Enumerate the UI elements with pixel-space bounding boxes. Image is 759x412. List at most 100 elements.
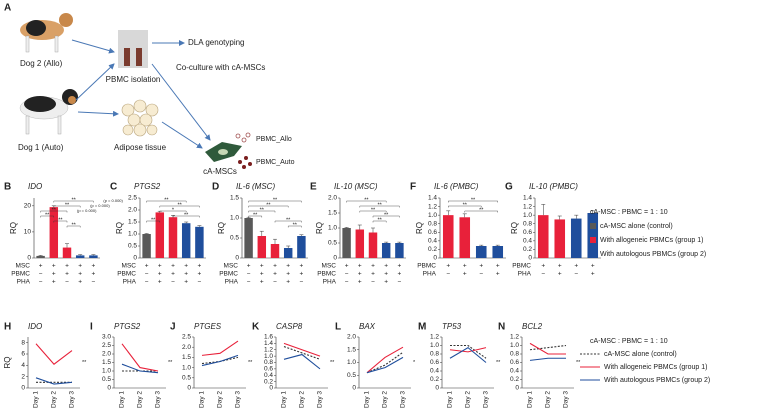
y-tick-label: 20 <box>24 203 32 210</box>
y-tick-label: 0.4 <box>428 238 437 245</box>
y-tick-label: 0 <box>27 255 31 262</box>
row-sign: + <box>52 271 56 278</box>
y-tick-label: 0.2 <box>510 376 519 383</box>
significance-bracket <box>372 215 400 218</box>
row-sign: − <box>300 279 304 286</box>
y-tick-label: 2.0 <box>102 351 111 358</box>
y-tick-label: 0 <box>133 255 137 262</box>
series-line <box>35 377 73 385</box>
x-tick-label: Day 2 <box>465 391 472 408</box>
row-sign: + <box>198 271 202 278</box>
row-sign: + <box>52 263 56 270</box>
chart-title: BAX <box>359 322 376 331</box>
arrow <box>161 121 203 149</box>
significance-bracket <box>53 220 68 223</box>
significance-bracket <box>146 220 160 223</box>
row-sign: + <box>398 263 402 270</box>
y-tick-label: 0.6 <box>264 366 273 373</box>
significance-label: ** <box>71 222 76 228</box>
row-sign: + <box>78 263 82 270</box>
y-tick-label: 0.5 <box>347 372 356 379</box>
significance-bracket <box>159 205 200 208</box>
significance-label: ** <box>253 212 258 218</box>
y-tick-label: 0.8 <box>428 220 437 227</box>
significance-label: ** <box>248 360 253 366</box>
y-tick-label: 2.5 <box>182 334 191 341</box>
bar <box>492 246 504 258</box>
row-sign: + <box>184 263 188 270</box>
significance-bracket <box>359 210 387 213</box>
row-sign: − <box>479 271 483 278</box>
significance-bracket <box>172 215 200 218</box>
bar <box>36 255 45 258</box>
panel-letter: C <box>110 182 117 193</box>
significance-bracket <box>248 200 302 203</box>
y-tick-label: 1.0 <box>102 368 111 375</box>
y-tick-label: 8 <box>21 339 25 346</box>
row-sign: + <box>446 263 450 270</box>
series-line <box>35 343 73 365</box>
y-tick-label: 1.0 <box>347 359 356 366</box>
x-tick-label: Day 2 <box>382 391 389 408</box>
msc-cell <box>205 132 252 169</box>
significance-label: ** <box>471 197 476 203</box>
row-sign: − <box>574 271 578 278</box>
significance-label: ** <box>576 360 581 366</box>
significance-bracket <box>448 200 498 203</box>
bar <box>342 228 351 258</box>
significance-label: ** <box>65 202 70 208</box>
row-sign: + <box>92 263 96 270</box>
y-tick-label: 1.5 <box>128 219 137 226</box>
series-line <box>529 357 566 361</box>
row-sign: − <box>247 279 251 286</box>
y-tick-label: 0.8 <box>264 359 273 366</box>
panel-letter: L <box>335 322 341 333</box>
chart-title: IL-10 (PMBC) <box>529 182 578 191</box>
row-sign: + <box>496 263 500 270</box>
significance-label: ** <box>71 197 76 203</box>
y-axis-label: RQ <box>115 222 124 234</box>
significance-label: * <box>172 207 175 213</box>
row-sign: + <box>286 263 290 270</box>
chart-title: PTGS2 <box>114 322 141 331</box>
significance-bracket <box>464 210 498 213</box>
row-label: PBMC <box>117 271 136 278</box>
y-axis-label: RQ <box>3 357 12 369</box>
row-sign: + <box>158 271 162 278</box>
row-sign: − <box>273 279 277 286</box>
y-tick-label: 0.6 <box>523 229 532 236</box>
y-tick-label: 0.5 <box>230 235 239 242</box>
row-sign: + <box>78 271 82 278</box>
bar <box>257 236 267 258</box>
panel-letter: K <box>252 322 260 333</box>
legend-label: cA-MSC alone (control) <box>604 351 677 358</box>
significance-bracket <box>248 210 276 213</box>
row-label: PHA <box>323 279 337 286</box>
y-tick-label: 2.5 <box>128 195 137 202</box>
bar <box>381 243 391 258</box>
label: PBMC_Allo <box>256 136 292 143</box>
panel-letter: F <box>410 182 416 193</box>
y-tick-label: 0 <box>528 255 532 262</box>
row-sign: + <box>574 263 578 270</box>
legend-label: With allogeneic PBMCs (group 1) <box>600 237 704 244</box>
arrow <box>71 39 115 54</box>
label: cA-MSCs <box>203 167 237 176</box>
x-tick-label: Day 3 <box>235 391 242 408</box>
significance-bracket <box>288 225 302 228</box>
row-sign: + <box>345 263 349 270</box>
x-tick-label: Day 1 <box>447 391 454 408</box>
row-label: PHA <box>225 279 239 286</box>
series-line <box>366 356 404 374</box>
significance-label: ** <box>273 197 278 203</box>
row-sign: + <box>92 271 96 278</box>
row-sign: + <box>463 263 467 270</box>
y-tick-label: 0 <box>433 255 437 262</box>
significance-label: ** <box>82 360 87 366</box>
row-label: MSC <box>224 263 239 270</box>
significance-bracket <box>448 205 482 208</box>
y-tick-label: 0 <box>269 385 273 392</box>
row-sign: − <box>345 279 349 286</box>
significance-label: ** <box>479 207 484 213</box>
x-tick-label: Day 2 <box>51 391 58 408</box>
